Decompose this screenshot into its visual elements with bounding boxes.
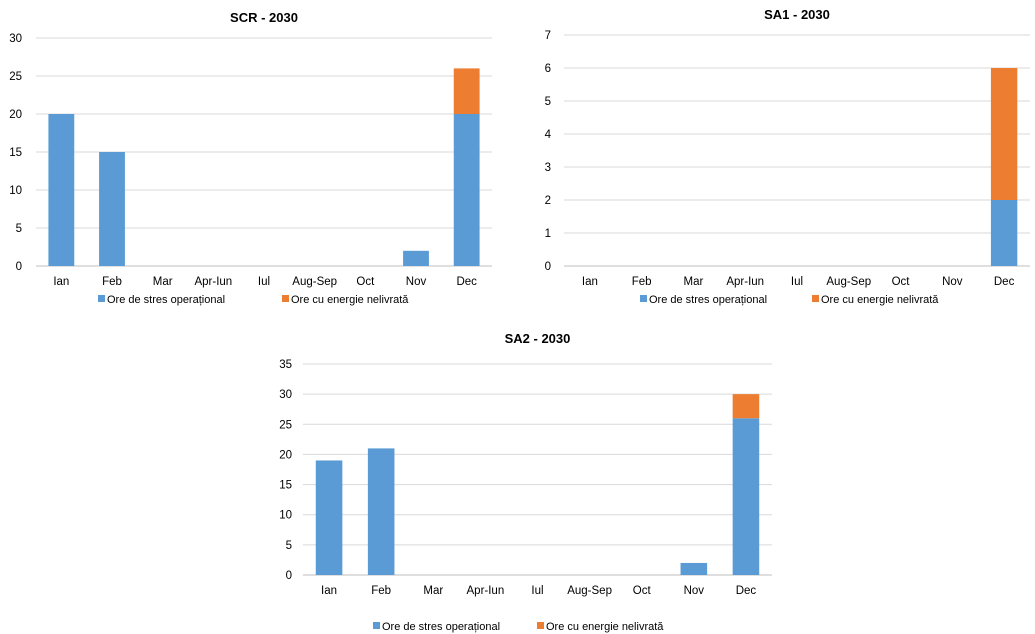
x-tick-label: Ian: [321, 585, 337, 597]
x-tick-label: Oct: [892, 276, 911, 288]
y-tick-label: 0: [286, 570, 292, 582]
bar-stres-dec: [732, 418, 760, 575]
y-tick-label: 0: [16, 261, 22, 273]
legend-swatch: [98, 295, 105, 302]
y-tick-label: 6: [545, 63, 551, 75]
y-tick-label: 35: [279, 359, 292, 371]
chart-1: SCR - 2030 0 5 10 15 20 25 30 Ian Feb Mar Apr-Iun Iu…: [9, 10, 492, 306]
x-tick-label: Dec: [994, 276, 1015, 288]
x-tick-label: Iul: [258, 276, 270, 288]
y-tick-label: 15: [9, 147, 22, 159]
legend-label: Ore de stres operațional: [107, 294, 225, 306]
y-tick-label: 10: [279, 510, 292, 522]
y-tick-label: 25: [9, 71, 22, 83]
y-tick-label: 5: [16, 223, 22, 235]
bar-stres-ian: [48, 114, 75, 266]
y-tick-label: 5: [286, 540, 292, 552]
y-tick-label: 15: [279, 480, 292, 492]
x-tick-label: Apr-Iun: [194, 276, 232, 288]
legend-label: Ore cu energie nelivrată: [546, 621, 664, 633]
bar-stres-ian: [315, 460, 343, 575]
x-tick-label: Mar: [153, 276, 173, 288]
legend-swatch: [812, 295, 819, 302]
y-tick-label: 0: [545, 261, 551, 273]
bar-nelivrata-dec: [732, 394, 760, 419]
x-tick-label: Apr-Iun: [467, 585, 505, 597]
x-tick-label: Dec: [456, 276, 477, 288]
bar-stres-dec: [990, 200, 1018, 266]
x-tick-label: Ian: [582, 276, 598, 288]
y-tick-label: 20: [9, 109, 22, 121]
legend-swatch: [373, 622, 380, 629]
x-tick-label: Mar: [423, 585, 443, 597]
y-tick-label: 3: [545, 162, 551, 174]
chart-3: SA2 - 2030 0 5 10 15 20 25 30 35 Ian Feb Mar Apr-Iun…: [279, 331, 772, 633]
chart-2: SA1 - 2030 0 1 2 3 4 5 6 7 Ian Feb Mar Apr-Iun Iul Aug…: [545, 7, 1030, 306]
bar-stres-feb: [367, 448, 395, 575]
x-tick-label: Apr-Iun: [726, 276, 764, 288]
bar-stres-nov: [680, 562, 708, 575]
x-tick-label: Iul: [791, 276, 803, 288]
x-tick-label: Feb: [632, 276, 652, 288]
x-tick-label: Oct: [633, 585, 652, 597]
x-tick-label: Iul: [531, 585, 543, 597]
legend-label: Ore de stres operațional: [382, 621, 500, 633]
x-tick-label: Ian: [53, 276, 69, 288]
x-tick-label: Aug-Sep: [292, 276, 337, 288]
legend-swatch: [282, 295, 289, 302]
x-tick-label: Aug-Sep: [567, 585, 612, 597]
y-tick-label: 7: [545, 30, 551, 42]
legend-label: Ore de stres operațional: [649, 294, 767, 306]
legend-label: Ore cu energie nelivrată: [821, 294, 939, 306]
y-tick-label: 25: [279, 419, 292, 431]
y-tick-label: 2: [545, 195, 551, 207]
x-tick-label: Feb: [102, 276, 122, 288]
bar-nelivrata-dec: [990, 68, 1018, 200]
x-tick-label: Mar: [684, 276, 704, 288]
y-tick-label: 30: [279, 389, 292, 401]
x-tick-label: Nov: [942, 276, 963, 288]
x-tick-label: Nov: [684, 585, 705, 597]
x-tick-label: Aug-Sep: [826, 276, 871, 288]
chart-title: SCR - 2030: [230, 10, 298, 25]
x-tick-label: Feb: [371, 585, 391, 597]
y-tick-label: 10: [9, 185, 22, 197]
bar-stres-feb: [99, 152, 125, 266]
legend-swatch: [537, 622, 544, 629]
x-tick-label: Nov: [406, 276, 427, 288]
y-tick-label: 30: [9, 33, 22, 45]
y-tick-label: 1: [545, 228, 551, 240]
bar-stres-dec: [453, 114, 480, 266]
x-tick-label: Dec: [736, 585, 757, 597]
bar-nelivrata-dec: [453, 68, 480, 114]
legend-label: Ore cu energie nelivrată: [291, 294, 409, 306]
bar-stres-nov: [403, 250, 429, 266]
legend-swatch: [640, 295, 647, 302]
y-tick-label: 4: [545, 129, 552, 141]
x-tick-label: Oct: [356, 276, 375, 288]
y-tick-label: 20: [279, 449, 292, 461]
chart-title: SA1 - 2030: [764, 7, 830, 22]
y-tick-label: 5: [545, 96, 551, 108]
chart-title: SA2 - 2030: [505, 331, 571, 346]
